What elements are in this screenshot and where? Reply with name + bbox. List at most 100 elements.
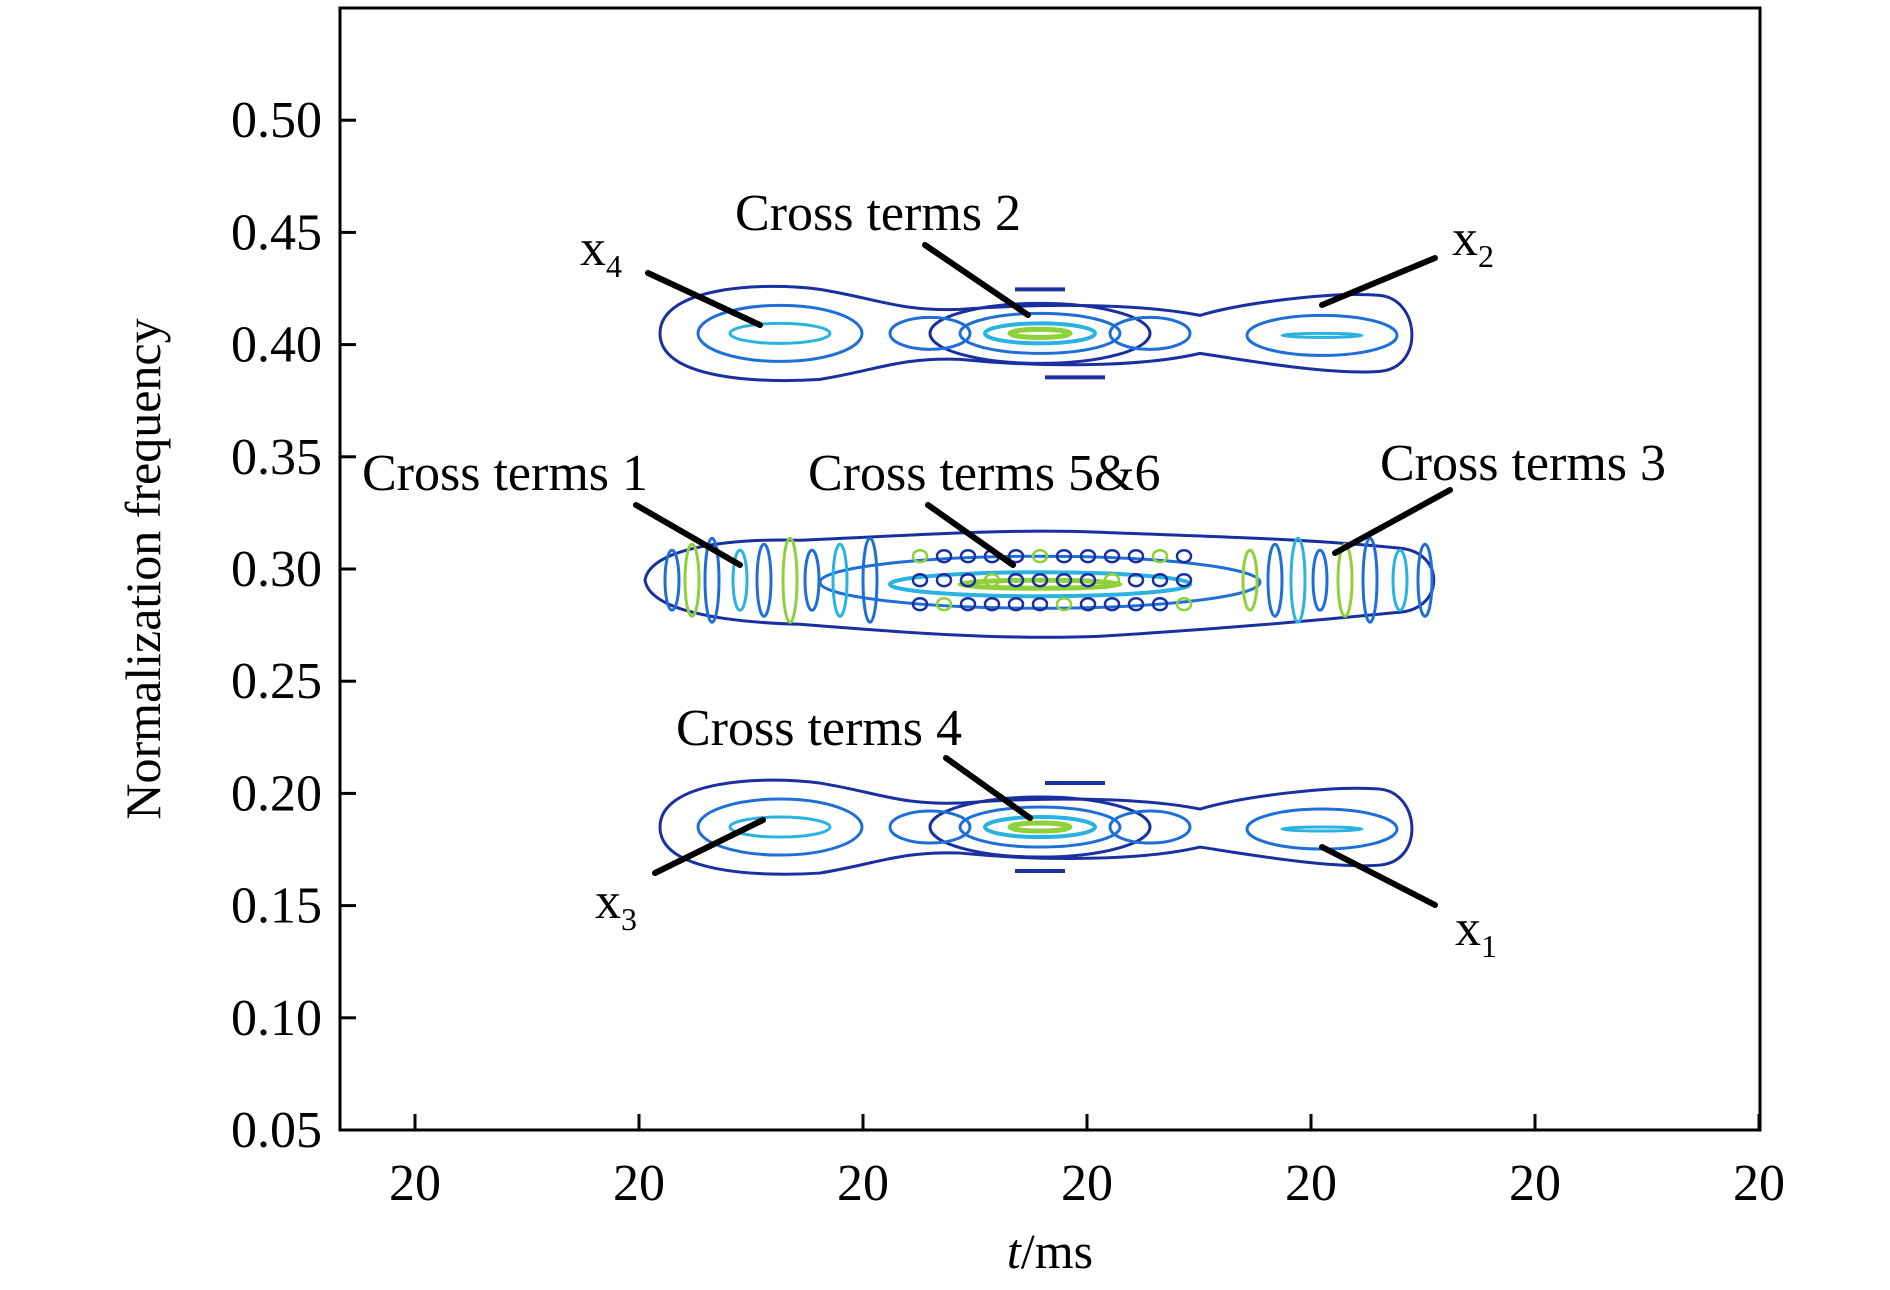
middle-fringe (1391, 548, 1409, 612)
upper-right-lobe (1245, 313, 1399, 357)
x-axis-label-italic: t (1007, 1223, 1022, 1279)
upper-center-core (1007, 326, 1073, 340)
middle-fringe (831, 542, 849, 618)
middle-speckle (1127, 596, 1145, 612)
middle-fringe (683, 542, 701, 618)
middle-speckle (911, 548, 929, 564)
x-tick-label: 20 (613, 1155, 665, 1212)
upper-left-lobe-inner (728, 321, 832, 345)
middle-speckle (935, 572, 953, 588)
x-axis-label: t/ms (1007, 1223, 1093, 1279)
y-tick-label: 0.25 (231, 653, 322, 710)
middle-fringe (803, 548, 821, 612)
y-tick-label: 0.15 (231, 878, 322, 935)
middle-speckle (935, 596, 953, 612)
x-tick-label: 20 (1509, 1155, 1561, 1212)
x-tick-label: 20 (1285, 1155, 1337, 1212)
middle-speckle (1151, 572, 1169, 588)
label-cross-terms-1: Cross terms 1 (362, 445, 648, 502)
upper-center-outer (928, 301, 1152, 365)
leader-ct1 (633, 502, 743, 568)
middle-speckle (1175, 596, 1193, 612)
middle-fringe (1266, 542, 1284, 618)
middle-speckle (1031, 548, 1049, 564)
middle-speckle (983, 572, 1001, 588)
middle-speckle (1007, 548, 1025, 564)
middle-fringe (1289, 536, 1307, 624)
leader-ct56 (925, 502, 1016, 568)
contour-layer (643, 284, 1436, 876)
upper-left-lobe (696, 303, 864, 363)
label-x1-base: x (1455, 900, 1481, 957)
middle-speckle (959, 572, 977, 588)
leader-ct4 (943, 755, 1033, 821)
label-x1: x1 (1455, 900, 1497, 964)
middle-fringe (1311, 548, 1329, 612)
y-tick-label: 0.05 (231, 1102, 322, 1159)
middle-speckle (1055, 572, 1073, 588)
label-cross-terms-5-6: Cross terms 5&6 (808, 445, 1160, 502)
y-axis: 0.05 0.10 0.15 0.20 0.25 0.30 0.35 0.40 0.45 0.50 (231, 92, 356, 1159)
middle-speckle (1103, 596, 1121, 612)
upper-center-inner (983, 321, 1097, 346)
label-x3: x3 (595, 873, 637, 937)
middle-speckle (959, 596, 977, 612)
leader-x1 (1319, 844, 1438, 908)
lower-outer-contour (658, 778, 1414, 876)
middle-speckle (1031, 572, 1049, 588)
y-tick-label: 0.50 (231, 92, 322, 149)
leader-ct3 (1332, 487, 1453, 556)
x-axis: 20 20 20 20 20 20 20 (389, 1114, 1785, 1212)
upper-outer-contour (658, 284, 1414, 383)
middle-speckle (935, 548, 953, 564)
middle-speckle (983, 596, 1001, 612)
middle-speckle (1103, 548, 1121, 564)
x-axis-label-unit: /ms (1021, 1223, 1093, 1279)
annotation-labels: x4 x2 x3 x1 Cross terms 1 Cross terms 2 … (362, 185, 1666, 964)
lower-center-core (1007, 820, 1073, 834)
label-x4-base: x (580, 220, 606, 277)
label-x1-sub: 1 (1481, 928, 1497, 964)
middle-speckle (1079, 548, 1097, 564)
middle-speckle (1151, 596, 1169, 612)
middle-speckle (1007, 572, 1025, 588)
y-axis-label: Normalization frequency (115, 318, 171, 819)
middle-speckle (1007, 596, 1025, 612)
middle-speckle (1127, 572, 1145, 588)
plot-frame (338, 6, 1762, 1132)
x-tick-label: 20 (1733, 1155, 1785, 1212)
middle-speckle (1079, 572, 1097, 588)
label-cross-terms-3: Cross terms 3 (1380, 435, 1666, 492)
lower-center-outer (928, 795, 1152, 859)
label-cross-terms-4: Cross terms 4 (676, 700, 962, 757)
label-x2-sub: 2 (1478, 238, 1494, 274)
upper-right-lobe-inner (1280, 331, 1364, 339)
label-cross-terms-2: Cross terms 2 (735, 185, 1021, 242)
upper-center-side (888, 315, 972, 351)
label-x4-sub: 4 (606, 248, 622, 284)
leader-ct2 (922, 242, 1031, 318)
middle-speckle (1127, 548, 1145, 564)
y-tick-label: 0.30 (231, 541, 322, 598)
middle-fringe (663, 548, 681, 612)
label-x4: x4 (580, 220, 622, 284)
middle-fringe (703, 536, 721, 624)
label-x3-sub: 3 (621, 901, 637, 937)
middle-speckle (1151, 548, 1169, 564)
leader-x2 (1319, 255, 1438, 308)
label-x2-base: x (1452, 210, 1478, 267)
middle-outer-contour (643, 529, 1436, 639)
leader-x4 (645, 270, 763, 328)
middle-speckle (1055, 596, 1073, 612)
y-tick-label: 0.35 (231, 429, 322, 486)
middle-speckle (959, 548, 977, 564)
label-x3-base: x (595, 873, 621, 930)
middle-fringe (755, 542, 773, 618)
middle-fringe (731, 548, 749, 612)
lower-center-side (888, 809, 972, 845)
middle-speckle (1055, 548, 1073, 564)
middle-center-core (957, 577, 1123, 591)
middle-speckle (1175, 548, 1193, 564)
middle-fringe (1416, 542, 1434, 618)
